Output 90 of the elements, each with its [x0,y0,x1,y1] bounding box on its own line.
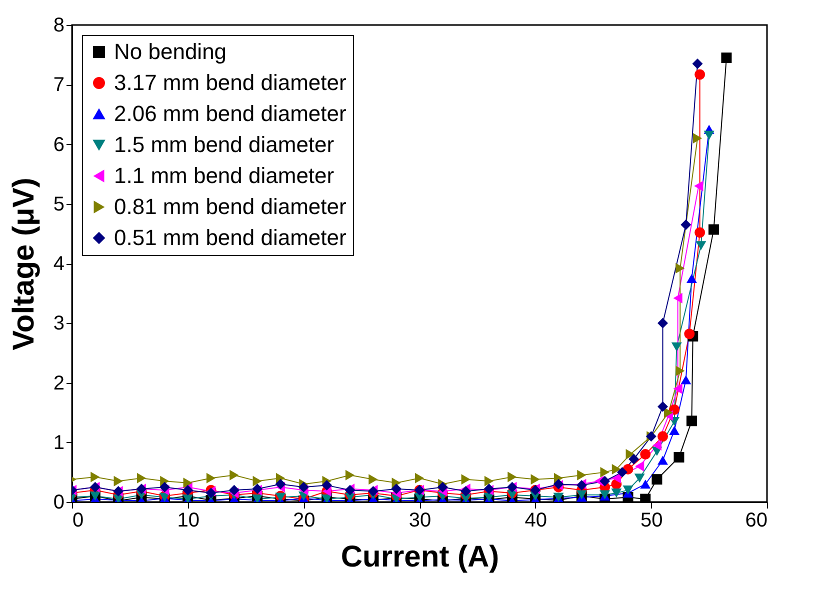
point [159,482,170,492]
point [686,416,697,426]
point [658,456,668,465]
y-tick-label: 6 [53,134,64,156]
point [206,472,216,484]
x-tick-label: 0 [72,510,84,532]
legend-label: 2.06 mm bend diameter [114,101,346,126]
point [228,484,240,496]
legend-label: 0.81 mm bend diameter [114,194,346,219]
point [484,476,494,486]
x-tick-label: 60 [745,510,768,532]
point [721,52,732,64]
x-axis-title: Current (A) [340,540,500,574]
point [694,180,704,192]
point [622,486,634,495]
legend-label: 1.1 mm bend diameter [114,163,334,188]
point [658,401,668,412]
point [696,241,706,250]
point [680,375,692,384]
point [612,464,621,474]
point [368,474,378,485]
point [616,466,628,478]
point [694,227,706,238]
point [694,69,706,80]
point [676,263,685,274]
point [612,472,621,484]
point [652,440,662,451]
point [345,470,355,480]
point [391,484,402,494]
legend-label: 3.17 mm bend diameter [114,70,346,95]
x-tick-label: 50 [640,510,663,532]
point [686,274,697,283]
y-tick-label: 5 [53,193,64,216]
point [640,480,651,489]
point [704,130,714,140]
point [461,474,470,485]
point [658,318,668,328]
point [183,478,192,488]
point [635,460,644,472]
point [692,133,702,144]
point [680,220,692,230]
point [684,328,695,340]
point [577,470,586,480]
point [674,452,684,463]
point [628,454,640,464]
point [626,449,635,460]
y-axis-title: Voltage (μV) [7,178,40,350]
point [692,58,703,69]
point [460,486,472,497]
x-tick-label: 10 [177,510,200,532]
y-tick-label: 4 [53,253,64,275]
legend-label: No bending [114,39,227,64]
point [182,484,194,496]
point [600,476,610,486]
point [136,472,146,484]
point [530,474,540,485]
point [664,407,674,418]
point [508,472,517,482]
point [671,342,682,352]
point [708,224,719,235]
y-tick-label: 1 [53,432,64,454]
point [600,466,610,478]
point [611,488,622,498]
point [275,478,286,490]
point [414,472,424,484]
point [634,474,645,483]
point [298,482,309,492]
legend-label: 0.51 mm bend diameter [114,225,346,250]
y-tick-label: 8 [53,14,64,36]
y-tick-label: 0 [53,492,64,514]
x-tick-label: 20 [293,510,316,532]
point [640,449,651,460]
y-tick-label: 7 [53,74,64,96]
point [437,482,448,492]
y-tick-label: 3 [53,312,64,335]
y-tick-label: 2 [53,372,64,394]
x-tick-label: 30 [408,510,432,532]
point [669,426,680,435]
point [114,476,123,486]
point [676,366,685,376]
point [673,292,682,304]
point [252,476,262,486]
point [90,472,100,482]
point [673,383,682,394]
x-tick-label: 40 [524,510,547,532]
point [652,474,662,485]
point [230,470,239,480]
point [322,480,332,491]
legend-label: 1.5 mm bend diameter [114,132,334,157]
point [658,431,668,442]
